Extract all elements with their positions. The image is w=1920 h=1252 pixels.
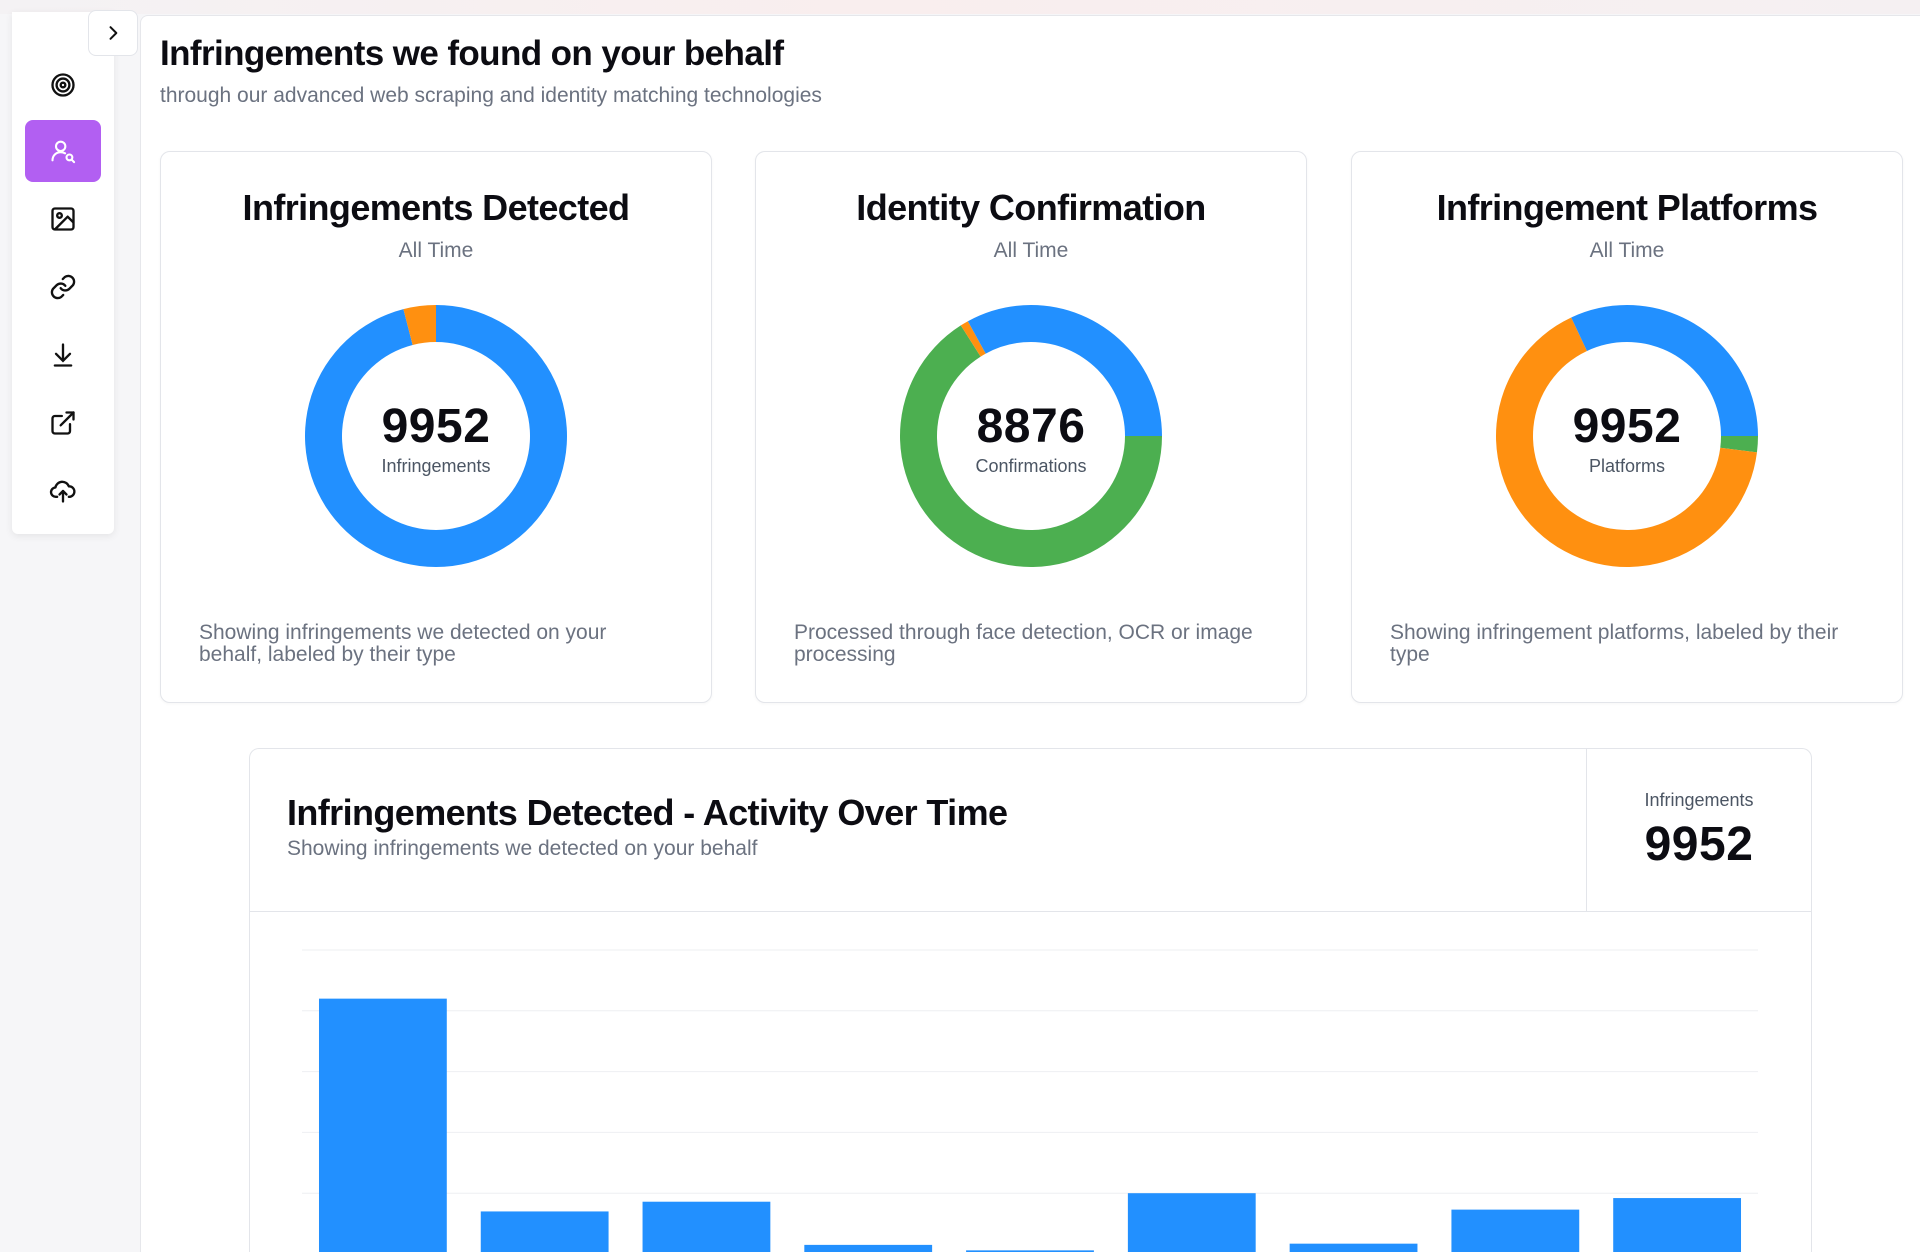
donut-slice[interactable]: [403, 305, 436, 345]
download-icon: [53, 343, 73, 367]
sidebar-item-links[interactable]: [25, 256, 101, 318]
donut-value: 8876: [976, 400, 1086, 453]
donut-slice[interactable]: [1031, 305, 1162, 436]
bar[interactable]: [804, 1244, 933, 1252]
sidebar: [12, 12, 114, 534]
bar[interactable]: [966, 1250, 1094, 1252]
activity-subtitle: Showing infringements we detected on you…: [287, 837, 758, 860]
donut-label: Confirmations: [975, 456, 1087, 476]
sidebar-item-upload[interactable]: [25, 460, 101, 522]
identity-confirmation-card: Identity Confirmation All Time 8876 Conf…: [755, 151, 1307, 703]
page-title: Infringements we found on your behalf: [160, 34, 784, 73]
bar[interactable]: [480, 1211, 609, 1252]
link-icon: [50, 274, 76, 300]
infringements-donut-chart[interactable]: [304, 304, 568, 568]
sidebar-item-external[interactable]: [25, 392, 101, 454]
donut-center: 8876 Confirmations: [899, 402, 1163, 477]
donut-slice[interactable]: [1627, 305, 1758, 436]
external-link-icon: [51, 411, 75, 435]
activity-title: Infringements Detected - Activity Over T…: [287, 792, 1008, 833]
donut-label: Infringements: [381, 456, 491, 476]
target-icon: [51, 73, 75, 97]
card-footer: Processed through face detection, OCR or…: [794, 621, 1253, 666]
image-icon: [51, 207, 75, 231]
donut-center: 9952 Platforms: [1495, 402, 1759, 477]
platforms-donut-chart[interactable]: [1495, 304, 1759, 568]
donut-slice[interactable]: [1720, 436, 1758, 453]
infringement-platforms-card: Infringement Platforms All Time 9952 Pla…: [1351, 151, 1903, 703]
bar[interactable]: [318, 998, 447, 1252]
sidebar-item-download[interactable]: [25, 324, 101, 386]
cloud-upload-icon: [49, 480, 76, 503]
card-period: All Time: [993, 239, 1069, 262]
sidebar-item-user-search[interactable]: [25, 120, 101, 182]
donut-slice[interactable]: [1571, 305, 1627, 351]
chevron-right-icon: [109, 26, 118, 40]
donut-slice[interactable]: [960, 321, 986, 357]
donut-slice[interactable]: [1496, 317, 1757, 567]
user-search-icon: [51, 140, 76, 164]
sidebar-collapse-button[interactable]: [88, 10, 138, 56]
card-title: Infringements Detected: [242, 187, 630, 228]
window-top-strip: [0, 0, 1920, 14]
card-footer: Showing infringements we detected on you…: [199, 621, 607, 666]
stat-value: 9952: [1644, 818, 1754, 871]
card-title: Infringement Platforms: [1436, 187, 1818, 228]
activity-over-time-panel: Infringements Detected - Activity Over T…: [249, 748, 1812, 1252]
donut-center: 9952 Infringements: [304, 402, 568, 477]
card-title: Identity Confirmation: [856, 187, 1206, 228]
activity-bar-chart[interactable]: [250, 913, 1811, 1252]
bar[interactable]: [1289, 1243, 1418, 1252]
sidebar-item-target[interactable]: [25, 54, 101, 116]
card-footer: Showing infringement platforms, labeled …: [1390, 621, 1839, 666]
page-subtitle: through our advanced web scraping and id…: [160, 84, 822, 107]
activity-stat[interactable]: Infringements 9952: [1586, 749, 1811, 912]
donut-slice[interactable]: [900, 325, 1162, 567]
identity-donut-chart[interactable]: [899, 304, 1163, 568]
bar[interactable]: [642, 1201, 771, 1252]
donut-label: Platforms: [1588, 456, 1666, 476]
donut-value: 9952: [1572, 400, 1682, 453]
donut-slice[interactable]: [967, 305, 1031, 354]
card-period: All Time: [1589, 239, 1665, 262]
activity-header: Infringements Detected - Activity Over T…: [250, 749, 1811, 912]
main-content: Infringements we found on your behalf th…: [140, 15, 1920, 1252]
bar[interactable]: [1451, 1209, 1580, 1252]
donut-value: 9952: [381, 400, 491, 453]
card-period: All Time: [398, 239, 474, 262]
bar[interactable]: [1613, 1198, 1742, 1252]
bar[interactable]: [1127, 1193, 1256, 1252]
sidebar-item-images[interactable]: [25, 188, 101, 250]
infringements-detected-card: Infringements Detected All Time 9952 Inf…: [160, 151, 712, 703]
stat-label: Infringements: [1644, 790, 1754, 810]
